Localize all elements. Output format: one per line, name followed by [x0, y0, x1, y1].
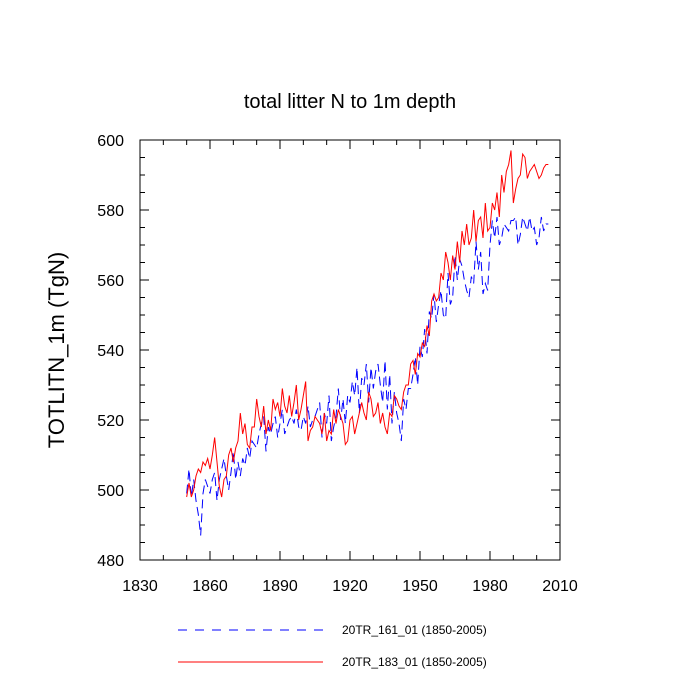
legend-label-1: 20TR_161_01 (1850-2005)	[342, 623, 487, 637]
axis-tick-labels: 1830 1860 1890 1920 1950 1980 2010 480 500 520 540…	[97, 133, 578, 595]
x-tick-label: 2010	[542, 578, 578, 595]
axis-ticks	[139, 139, 561, 561]
data-series	[186, 150, 549, 536]
y-tick-label: 560	[97, 273, 124, 290]
series-line-1	[186, 215, 549, 536]
chart-title: total litter N to 1m depth	[244, 91, 456, 113]
x-tick-label: 1980	[472, 578, 508, 595]
x-tick-label: 1890	[262, 578, 298, 595]
y-tick-label: 520	[97, 413, 124, 430]
x-tick-label: 1860	[192, 578, 228, 595]
y-tick-label: 580	[97, 203, 124, 220]
y-tick-label: 540	[97, 343, 124, 360]
legend-label-2: 20TR_183_01 (1850-2005)	[342, 655, 487, 669]
y-tick-label: 600	[97, 133, 124, 150]
y-tick-label: 480	[97, 553, 124, 570]
plot-area	[139, 139, 561, 561]
plot-frame	[139, 139, 561, 561]
series-line-2	[186, 150, 549, 498]
x-tick-label: 1830	[122, 578, 158, 595]
y-tick-label: 500	[97, 483, 124, 500]
x-tick-label: 1920	[332, 578, 368, 595]
legend: 20TR_161_01 (1850-2005) 20TR_183_01 (1850…	[178, 623, 487, 669]
x-tick-label: 1950	[402, 578, 438, 595]
y-axis-label: TOTLITN_1m (TgN)	[44, 252, 69, 448]
